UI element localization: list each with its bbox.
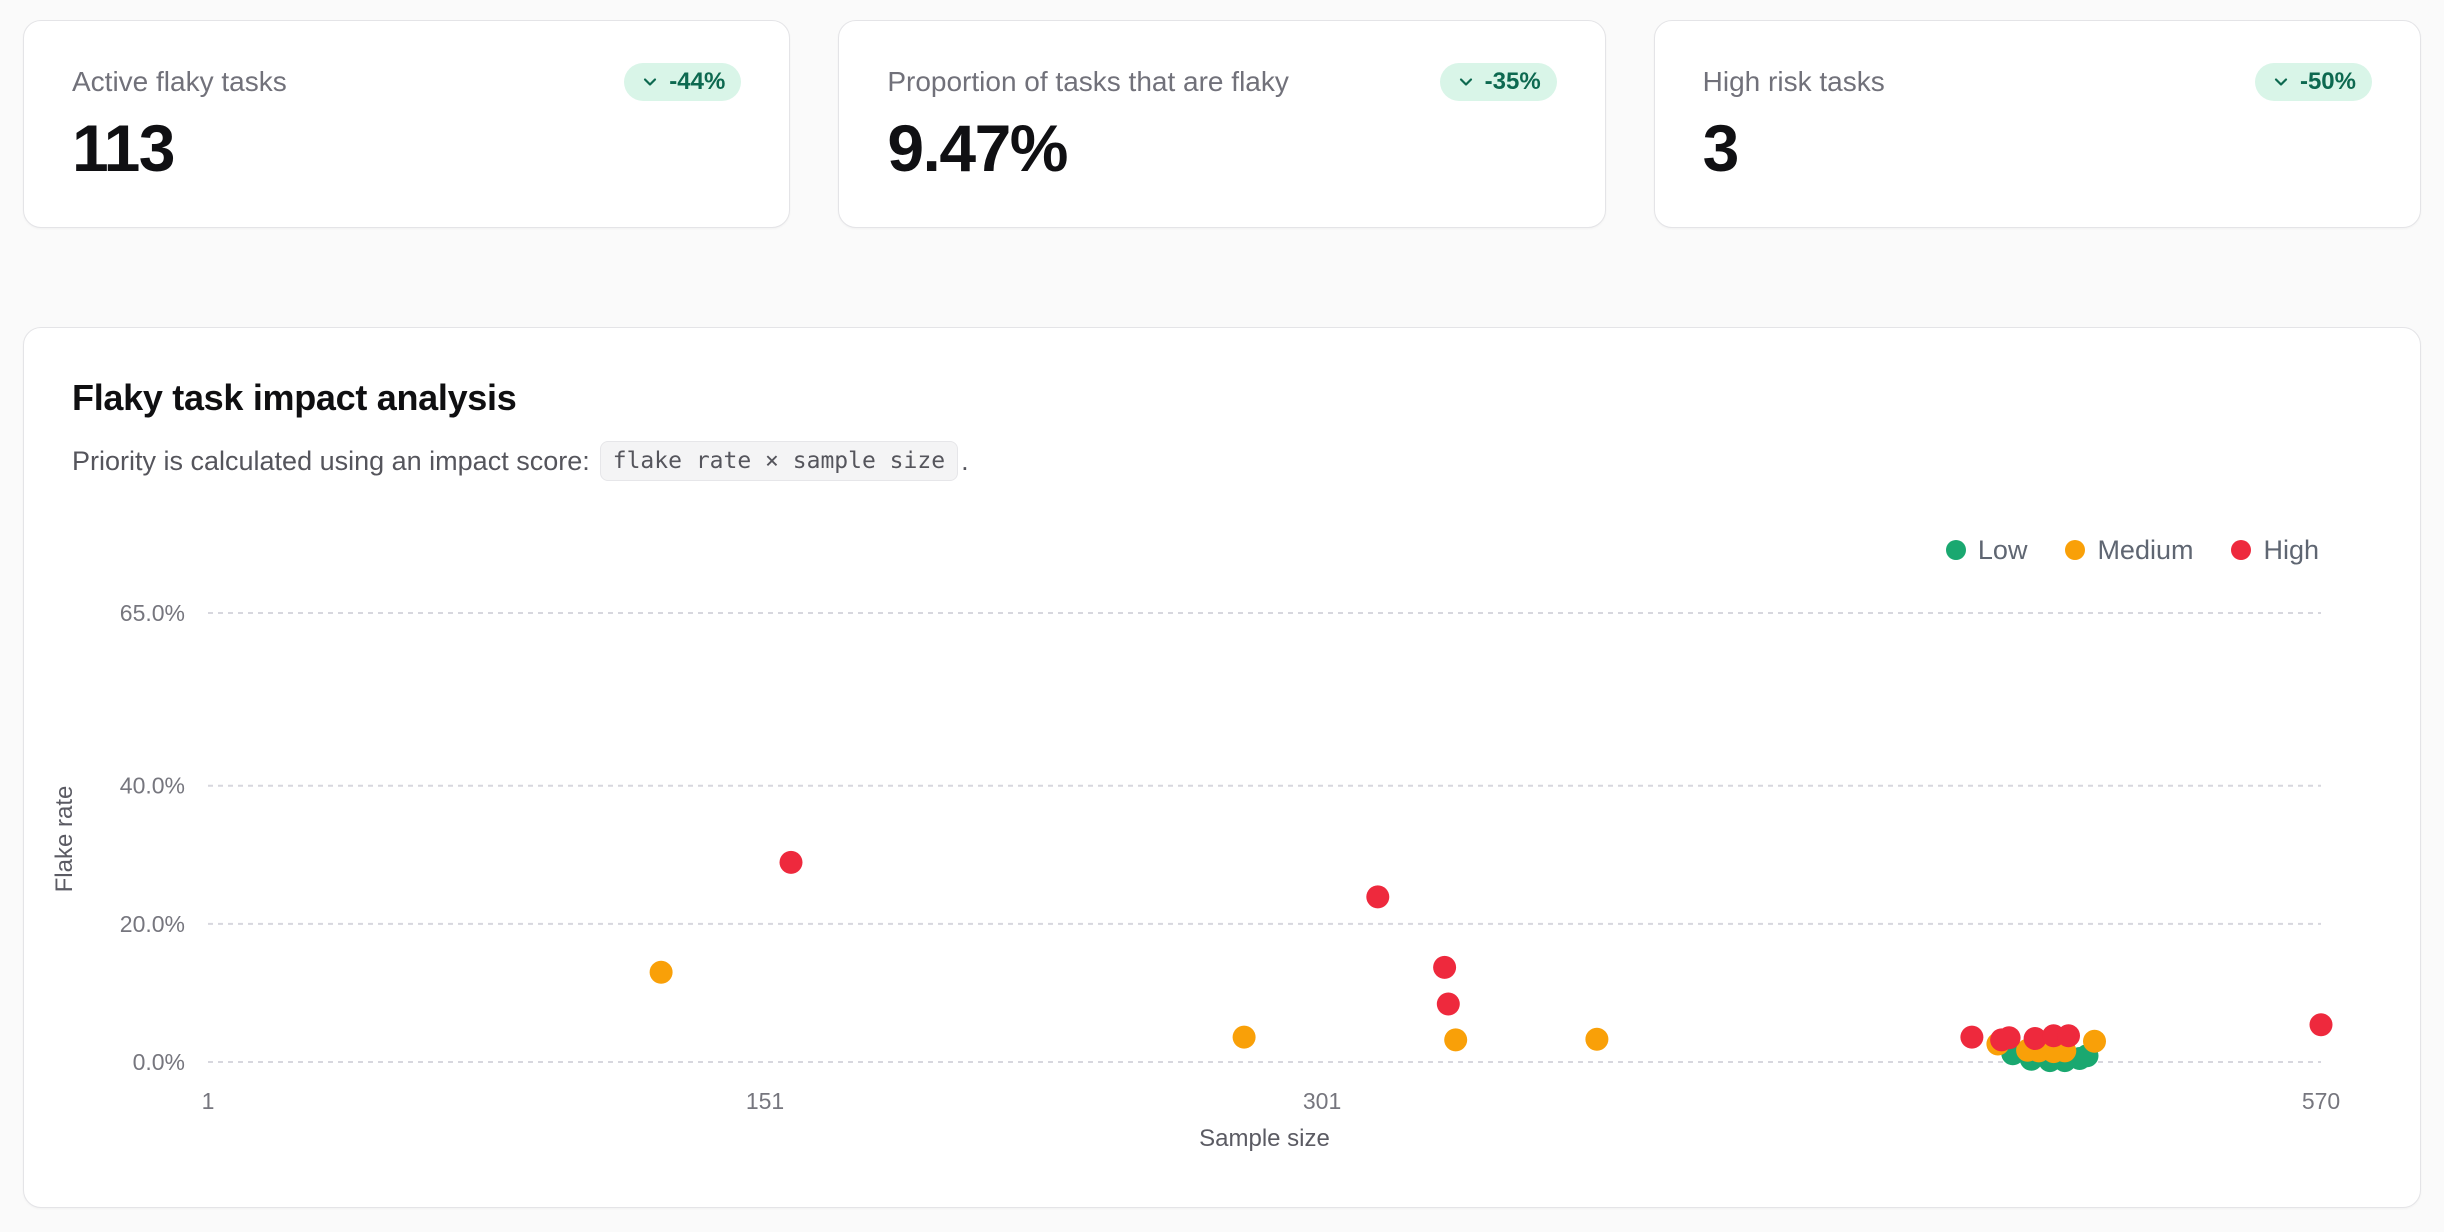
scatter-point-high[interactable] <box>1436 992 1460 1016</box>
stat-label: High risk tasks <box>1702 66 1885 97</box>
scatter-point-high[interactable] <box>779 850 803 874</box>
x-tick-label: 301 <box>1303 1088 1341 1114</box>
x-axis-title: Sample size <box>1199 1125 1330 1152</box>
legend-item-medium[interactable]: Medium <box>2065 535 2193 566</box>
scatter-point-medium[interactable] <box>1585 1027 1609 1051</box>
scatter-point-high[interactable] <box>1997 1026 2021 1050</box>
legend-label: Medium <box>2097 534 2194 565</box>
legend-item-high[interactable]: High <box>2231 535 2319 566</box>
scatter-point-high[interactable] <box>1366 885 1390 909</box>
scatter-point-high[interactable] <box>1433 955 1457 979</box>
scatter-point-high[interactable] <box>2023 1027 2047 1050</box>
scatter-point-medium[interactable] <box>649 960 673 984</box>
stat-label: Proportion of tasks that are flaky <box>887 66 1289 97</box>
chart-legend: Low Medium High <box>72 532 2372 568</box>
scatter-point-high[interactable] <box>1960 1025 1984 1049</box>
chevron-down-icon <box>1459 78 1472 86</box>
scatter-point-high[interactable] <box>2309 1013 2333 1037</box>
chart-subtitle: Priority is calculated using an impact s… <box>72 440 2372 482</box>
scatter-point-medium[interactable] <box>1232 1025 1256 1049</box>
stat-card-proportion-flaky: Proportion of tasks that are flaky -35% … <box>838 20 1606 228</box>
y-tick-label: 40.0% <box>120 773 185 799</box>
stat-label: Active flaky tasks <box>72 66 287 97</box>
stat-card-header: Proportion of tasks that are flaky -35% <box>887 63 1557 101</box>
legend-dot-high <box>2231 540 2252 560</box>
stat-value: 3 <box>1702 111 1740 185</box>
stat-value: 9.47% <box>887 111 1068 185</box>
delta-badge: -44% <box>624 63 742 101</box>
x-tick-label: 1 <box>202 1088 215 1114</box>
legend-item-low[interactable]: Low <box>1945 534 2028 566</box>
impact-scatter-plot: 0.0% 20.0% 40.0% 65.0% 1 151 301 570 <box>120 600 2340 1114</box>
y-tick-label: 20.0% <box>120 911 185 937</box>
scatter-plot-area: Flake rate 0.0% 20.0% 40.0% 65.0% 1 151 301 570… <box>51 568 2372 1153</box>
stat-value: 113 <box>72 111 175 185</box>
legend-label: High <box>2263 534 2319 565</box>
scatter-point-high[interactable] <box>2057 1024 2080 1048</box>
delta-badge: -35% <box>1439 63 1557 101</box>
legend-label: Low <box>1977 534 2028 565</box>
legend-dot-medium <box>2065 540 2086 560</box>
stats-row: Active flaky tasks -44% 113 Proportion o… <box>23 20 2421 228</box>
chart-subtitle-text: Priority is calculated using an impact s… <box>72 446 590 476</box>
stat-card-high-risk-tasks: High risk tasks -50% 3 <box>1653 20 2421 228</box>
chevron-down-icon <box>2274 78 2288 86</box>
x-tick-label: 570 <box>2302 1088 2340 1114</box>
flaky-impact-chart-card: Flaky task impact analysis Priority is c… <box>23 327 2421 1208</box>
chevron-down-icon <box>644 78 657 86</box>
delta-badge: -50% <box>2254 63 2372 101</box>
stat-card-active-flaky-tasks: Active flaky tasks -44% 113 <box>23 20 791 228</box>
delta-value: -50% <box>2299 68 2356 95</box>
y-tick-label: 0.0% <box>133 1049 185 1075</box>
stat-card-header: Active flaky tasks -44% <box>72 63 742 101</box>
delta-value: -35% <box>1484 68 1541 95</box>
legend-dot-low <box>1945 540 1966 560</box>
chart-title: Flaky task impact analysis <box>72 377 517 418</box>
x-tick-label: 151 <box>746 1088 784 1114</box>
y-axis-title: Flake rate <box>51 785 78 893</box>
scatter-point-medium[interactable] <box>2083 1029 2106 1053</box>
chart-subtitle-period: . <box>961 446 969 476</box>
impact-score-formula-chip: flake rate × sample size <box>599 441 959 481</box>
y-tick-label: 65.0% <box>120 600 185 626</box>
scatter-point-medium[interactable] <box>1444 1028 1468 1052</box>
stat-card-header: High risk tasks -50% <box>1703 63 2372 101</box>
delta-value: -44% <box>669 68 726 95</box>
